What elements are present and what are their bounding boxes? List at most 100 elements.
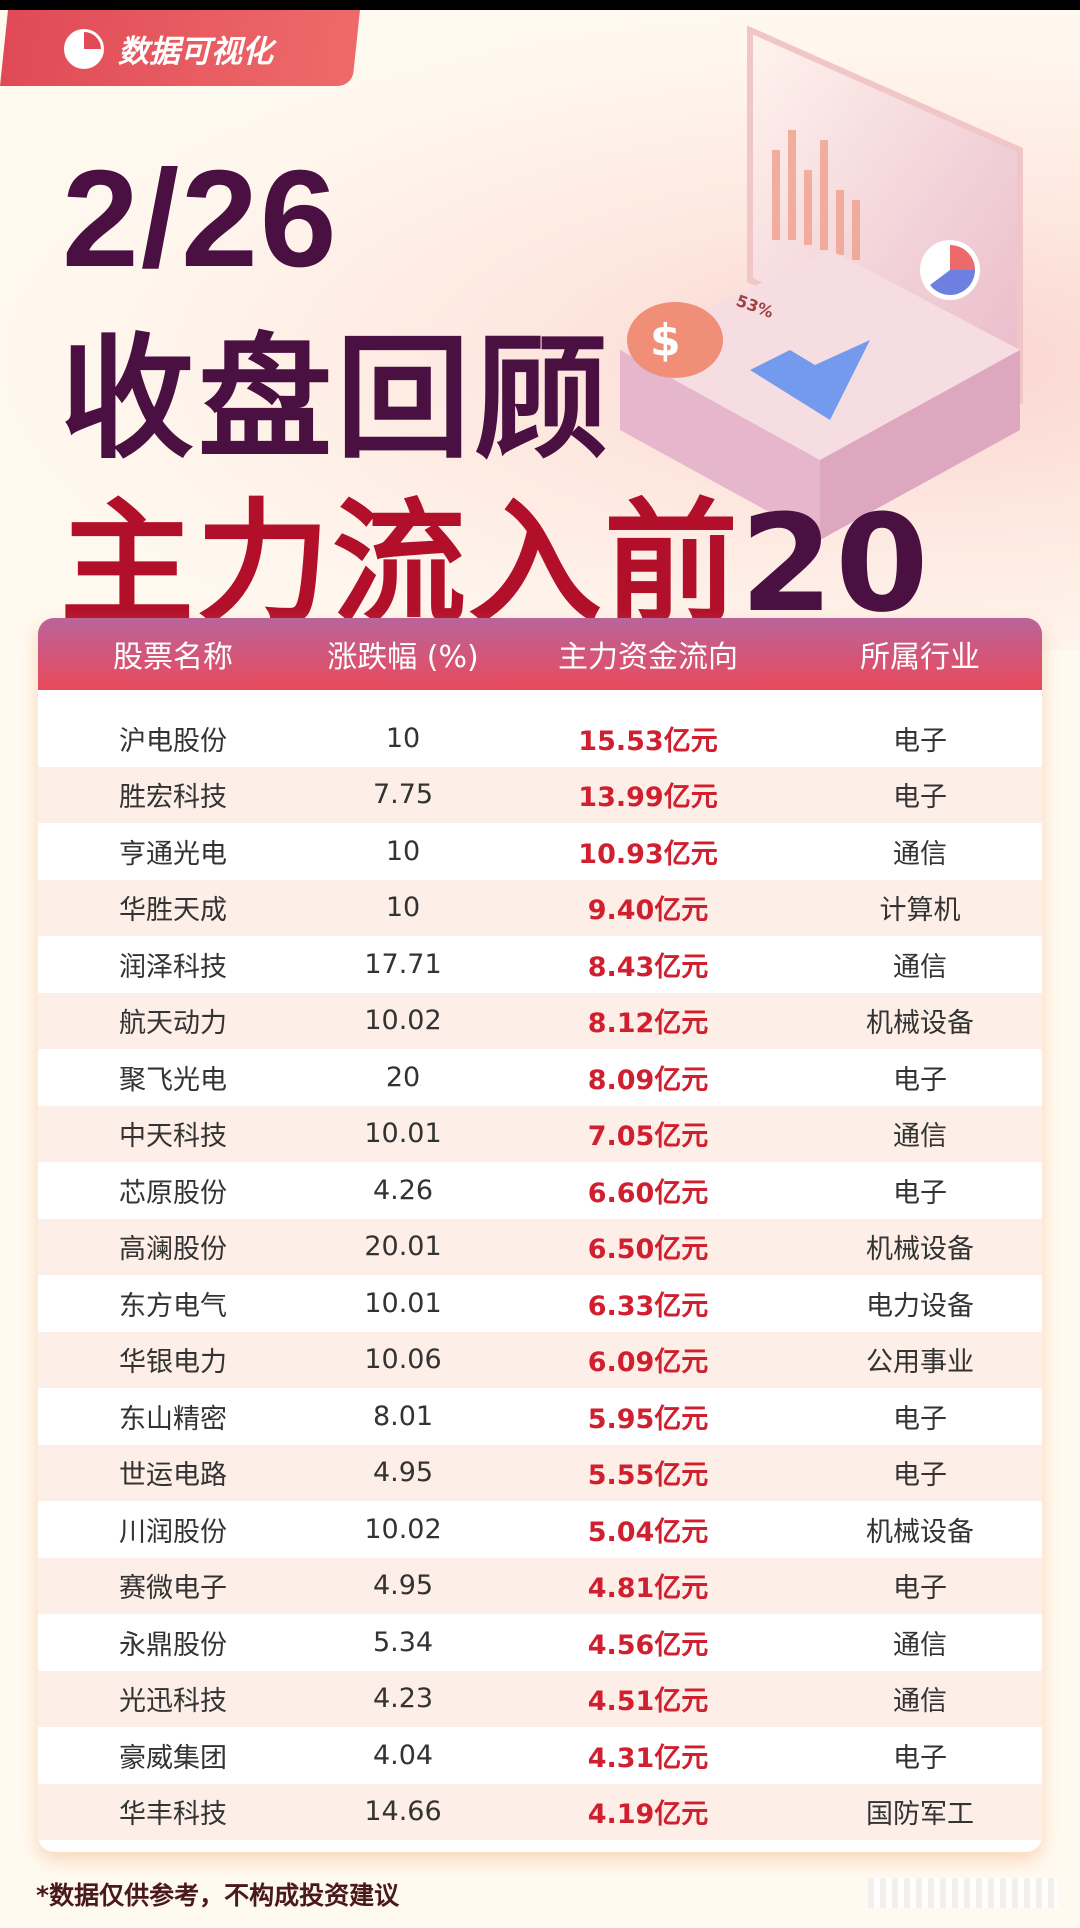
industry: 通信 [893,951,947,983]
stock-name: 东方电气 [119,1290,227,1322]
subtitle-red: 主力流入前 [60,486,741,642]
change-percent: 4.04 [372,1739,434,1771]
header-capital-flow: 主力资金流向 [558,640,738,675]
capital-flow: 6.09亿元 [587,1347,709,1379]
capital-flow: 4.81亿元 [587,1573,709,1605]
industry: 电子 [893,1742,947,1774]
table-row: 中天科技 10.01 7.05亿元 通信 [38,1105,1042,1162]
stock-table: 股票名称 涨跌幅 (%) 主力资金流向 所属行业 沪电股份 10 15.53亿元 电子… [38,618,1042,1852]
stock-name: 华胜天成 [119,895,227,927]
stock-name: 润泽科技 [119,951,227,983]
table-body: 沪电股份 10 15.53亿元 电子 胜宏科技 7.75 13.99亿元 电子 亨通光电 10 10… [38,690,1042,1840]
briefcase-illustration: $ 53% [620,25,1023,540]
industry: 电子 [893,782,947,814]
industry: 电力设备 [866,1290,974,1322]
change-percent: 20 [385,1061,421,1093]
table-row: 东山精密 8.01 5.95亿元 电子 [38,1388,1042,1445]
table-row: 川润股份 10.02 5.04亿元 机械设备 [38,1501,1042,1558]
industry: 通信 [893,838,947,870]
stock-name: 高澜股份 [119,1234,227,1266]
change-percent: 10.02 [364,1005,442,1037]
industry: 通信 [893,1629,947,1661]
capital-flow: 4.56亿元 [587,1629,709,1661]
header-change: 涨跌幅 (%) [327,640,479,675]
industry: 机械设备 [866,1008,974,1040]
change-percent: 4.95 [372,1457,434,1489]
stock-name: 豪威集团 [119,1742,227,1774]
dollar-icon: $ [650,315,681,366]
table-row: 永鼎股份 5.34 4.56亿元 通信 [38,1614,1042,1671]
change-percent: 10.02 [364,1513,442,1545]
stock-name: 芯原股份 [119,1177,227,1209]
table-row: 光迅科技 4.23 4.51亿元 通信 [38,1670,1042,1727]
industry: 机械设备 [866,1516,974,1548]
stock-name: 沪电股份 [119,725,227,757]
industry: 通信 [893,1121,947,1153]
table-row: 聚飞光电 20 8.09亿元 电子 [38,1049,1042,1106]
capital-flow: 5.95亿元 [587,1403,709,1435]
table-row: 润泽科技 17.71 8.43亿元 通信 [38,936,1042,993]
change-percent: 10 [385,835,421,867]
table-row: 航天动力 10.02 8.12亿元 机械设备 [38,992,1042,1049]
capital-flow: 5.04亿元 [587,1516,709,1548]
capital-flow: 4.31亿元 [587,1742,709,1774]
table-row: 亨通光电 10 10.93亿元 通信 [38,823,1042,880]
stock-name: 中天科技 [119,1121,227,1153]
capital-flow: 13.99亿元 [578,782,718,814]
industry: 通信 [893,1686,947,1718]
change-percent: 10.06 [364,1344,442,1376]
capital-flow: 8.09亿元 [587,1064,709,1096]
review-title: 收盘回顾 [60,321,613,477]
change-percent: 10 [385,892,421,924]
change-percent: 10.01 [364,1287,442,1319]
change-percent: 7.75 [372,779,434,811]
industry: 公用事业 [866,1347,974,1379]
capital-flow: 4.19亿元 [587,1799,709,1831]
industry: 机械设备 [866,1234,974,1266]
capital-flow: 10.93亿元 [578,838,718,870]
change-percent: 10.01 [364,1118,442,1150]
capital-flow: 9.40亿元 [587,895,709,927]
stock-name: 东山精密 [119,1403,227,1435]
table-row: 东方电气 10.01 6.33亿元 电力设备 [38,1275,1042,1332]
header-industry: 所属行业 [860,640,980,675]
stock-name: 航天动力 [119,1008,227,1040]
header-stock-name: 股票名称 [113,640,233,675]
change-percent: 17.71 [364,948,442,980]
table-row: 华银电力 10.06 6.09亿元 公用事业 [38,1331,1042,1388]
capital-flow: 8.43亿元 [587,951,709,983]
capital-flow: 15.53亿元 [578,725,718,757]
industry: 国防军工 [866,1799,974,1831]
industry: 计算机 [879,895,961,927]
disclaimer: *数据仅供参考，不构成投资建议 [36,1881,400,1910]
table-header: 股票名称 涨跌幅 (%) 主力资金流向 所属行业 [38,618,1042,690]
capital-flow: 8.12亿元 [587,1008,709,1040]
industry: 电子 [893,1403,947,1435]
table-row: 华丰科技 14.66 4.19亿元 国防军工 [38,1783,1042,1840]
capital-flow: 4.51亿元 [587,1686,709,1718]
table-row: 世运电路 4.95 5.55亿元 电子 [38,1444,1042,1501]
category-badge-content: 数据可视化 [64,26,273,71]
industry: 电子 [893,1064,947,1096]
change-percent: 10 [385,722,421,754]
stock-name: 胜宏科技 [119,782,227,814]
stock-name: 赛微电子 [119,1573,227,1605]
capital-flow: 5.55亿元 [587,1460,709,1492]
table-row: 芯原股份 4.26 6.60亿元 电子 [38,1162,1042,1219]
badge-label: 数据可视化 [118,34,273,70]
industry: 电子 [893,1177,947,1209]
stock-name: 华银电力 [119,1347,227,1379]
subtitle: 主力流入前20 [60,455,931,649]
capital-flow: 7.05亿元 [587,1121,709,1153]
change-percent: 20.01 [364,1231,442,1263]
change-percent: 4.23 [372,1683,434,1715]
industry: 电子 [893,725,947,757]
watermark [868,1878,1058,1908]
table-row: 华胜天成 10 9.40亿元 计算机 [38,879,1042,936]
stock-name: 亨通光电 [119,838,227,870]
change-percent: 8.01 [372,1400,434,1432]
change-percent: 4.95 [372,1570,434,1602]
change-percent: 4.26 [372,1174,434,1206]
table-row: 沪电股份 10 15.53亿元 电子 [38,710,1042,767]
stock-name: 聚飞光电 [119,1064,227,1096]
